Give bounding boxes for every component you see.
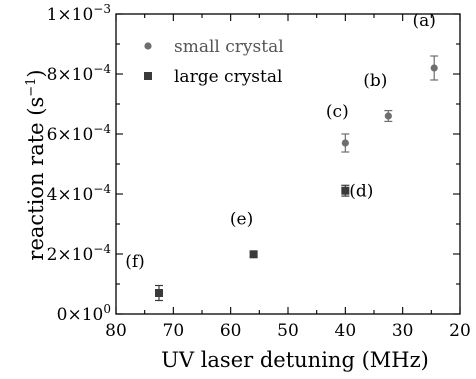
legend-label: small crystal (174, 37, 284, 57)
x-tick-label: 40 (335, 321, 357, 341)
x-axis-label: UV laser detuning (MHz) (161, 348, 429, 372)
x-tick-label: 20 (449, 321, 471, 341)
point-annotation: (e) (230, 209, 253, 229)
legend-marker-small-crystal (144, 42, 152, 50)
x-tick-label: 60 (220, 321, 242, 341)
small-crystal-point (430, 64, 438, 72)
point-annotation: (a) (412, 11, 435, 31)
small-crystal-point (341, 139, 349, 147)
large-crystal-point (249, 250, 258, 259)
point-annotation: (b) (363, 71, 387, 91)
y-axis-label: reaction rate (s−1) (24, 69, 48, 260)
x-tick-label: 50 (277, 321, 299, 341)
y-tick-label: 0×100 (57, 302, 111, 325)
plot-frame (115, 13, 461, 315)
legend-marker-large-crystal (144, 72, 152, 80)
large-crystal-point (341, 186, 350, 195)
legend-label: large crystal (174, 67, 282, 87)
small-crystal-point (384, 112, 392, 120)
x-tick-label: 30 (392, 321, 414, 341)
y-tick-label: 4×10−4 (47, 182, 112, 205)
large-crystal-point (155, 289, 163, 297)
y-tick-label: 1×10−3 (47, 2, 111, 25)
point-annotation: (f) (125, 252, 145, 272)
y-tick-label: 2×10−4 (47, 242, 112, 265)
x-tick-label: 70 (163, 321, 185, 341)
point-annotation: (d) (349, 182, 373, 202)
y-tick-label: 8×10−4 (47, 62, 112, 85)
point-annotation: (c) (326, 102, 349, 122)
y-tick-label: 6×10−4 (47, 122, 112, 145)
x-tick-label: 80 (105, 321, 127, 341)
